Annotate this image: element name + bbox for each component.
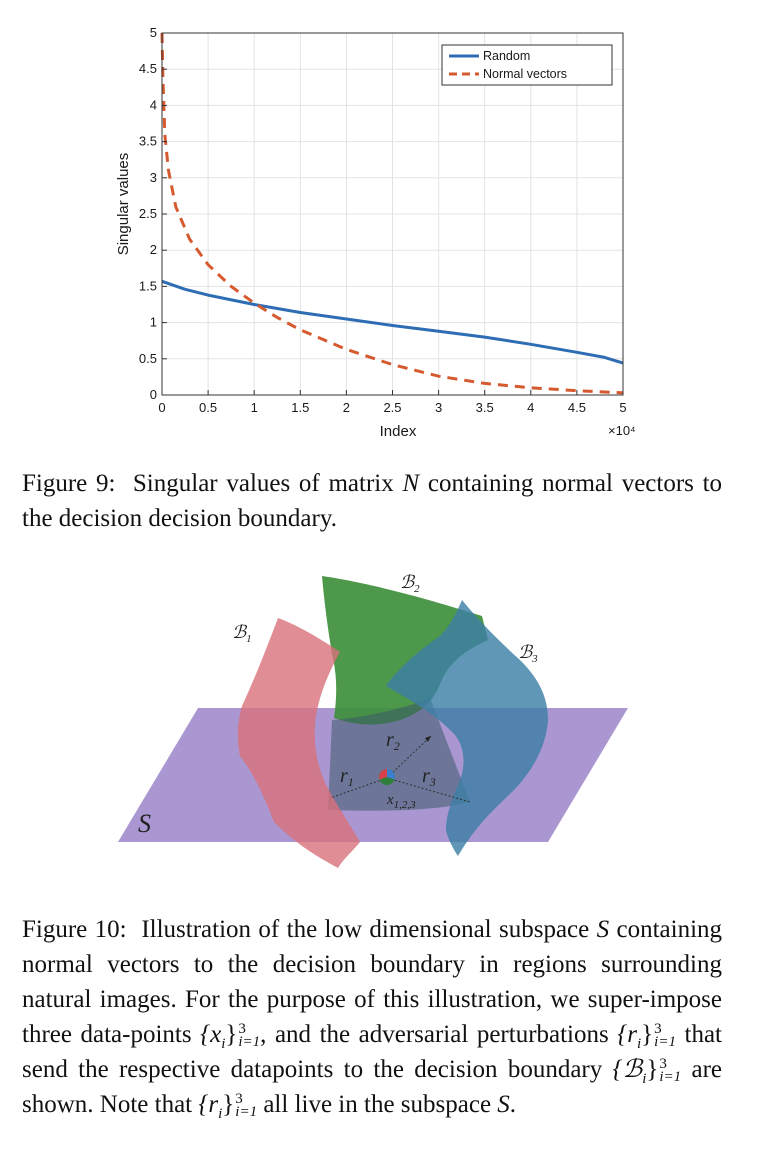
subspace-symbol-2: S	[497, 1091, 510, 1118]
x-axis-multiplier: ×10⁴	[608, 423, 636, 438]
y-tick-label: 4	[150, 97, 157, 112]
legend-label-random: Random	[483, 49, 530, 63]
x-tick-label: 1	[251, 400, 258, 415]
singular-values-chart: 0 0.5 1 1.5 2 2.5 3 3.5 4 4.5 5 0 0.5 1 1.5 2 2.5 3 3.5 4 4.…	[115, 25, 636, 440]
x-tick-label: 1.5	[291, 400, 309, 415]
y-tick-label: 0.5	[139, 351, 157, 366]
figure-10-text-7: .	[509, 1091, 517, 1118]
series-line-random	[161, 279, 624, 365]
legend: Random Normal vectors	[441, 44, 613, 86]
data-point-segment-red	[379, 769, 387, 780]
figure-9-text-a: Singular values of matrix	[132, 470, 394, 497]
x-axis-label: Index	[380, 423, 417, 440]
x-tick-label: 2.5	[383, 400, 401, 415]
boundary-label-1: ℬ1	[232, 622, 252, 645]
y-tick-label: 5	[150, 25, 157, 40]
figure-10-text-5: are shown. Note that	[22, 1056, 722, 1118]
figure-9-text-b: containing normal vectors to the decisio…	[22, 470, 723, 532]
y-axis-label: Singular values	[115, 153, 132, 256]
perturbation-label-r2: r2	[386, 729, 400, 753]
x-tick-label: 3	[435, 400, 442, 415]
x-tick-label: 4	[527, 400, 534, 415]
boundary-label-2: ℬ2	[400, 572, 420, 595]
perturbation-r3-arrow	[386, 777, 471, 803]
figure-10-text-6: all live in the subspace	[263, 1091, 492, 1118]
y-tick-label: 3	[150, 170, 157, 185]
set-b-i: {ℬi} 3 i=1	[612, 1056, 682, 1087]
ticks: 0 0.5 1 1.5 2 2.5 3 3.5 4 4.5 5 0 0.5 1 1.5 2 2.5 3 3.5 4 4.…	[139, 25, 627, 415]
subspace-label: S	[138, 809, 151, 838]
decision-boundary-surface-2	[322, 576, 488, 725]
data-point-label: x1,2,3	[386, 792, 416, 811]
y-tick-label: 4.5	[139, 61, 157, 76]
x-tick-label: 5	[619, 400, 626, 415]
figure-10-text-4: that send the respective datapoints to t…	[22, 1021, 722, 1083]
series-line-normal-vectors	[160, 32, 624, 395]
subspace-illustration: S ℬ1 ℬ2 ℬ3 r1 r2 r3 x1,2,3	[118, 572, 628, 868]
figure-10-label: Figure 10:	[22, 916, 127, 943]
figure-10-text-2: containing normal vectors to the decisio…	[22, 916, 723, 1048]
x-tick-label: 0.5	[199, 400, 217, 415]
decision-boundary-surface-1	[237, 618, 360, 868]
x-tick-label: 2	[343, 400, 350, 415]
legend-box	[441, 44, 613, 86]
set-r-i-2: {ri} 3 i=1	[198, 1091, 258, 1122]
figure-10-caption: Figure 10: Illustration of the low dimen…	[22, 912, 722, 1122]
y-tick-label: 0	[150, 387, 157, 402]
set-r-i: {ri} 3 i=1	[617, 1021, 676, 1052]
subspace-symbol: S	[596, 916, 610, 943]
y-tick-label: 1	[150, 315, 157, 330]
x-tick-label: 4.5	[568, 400, 586, 415]
perturbation-label-r3: r3	[422, 765, 436, 789]
x-tick-label: 3.5	[476, 400, 494, 415]
y-tick-label: 1.5	[139, 278, 157, 293]
series-layer	[160, 32, 624, 395]
perturbation-r2-arrowhead	[425, 736, 431, 742]
y-tick-label: 2.5	[139, 206, 157, 221]
matrix-symbol: N	[402, 470, 420, 497]
figure-10-text-3: , and the adversarial perturbations	[260, 1021, 609, 1048]
figure-9-label: Figure 9:	[22, 470, 116, 497]
y-tick-label: 2	[150, 242, 157, 257]
set-x-i: {xi} 3 i=1	[200, 1021, 261, 1052]
data-point-segment-blue	[387, 769, 395, 780]
decision-boundary-surface-3	[386, 600, 548, 856]
figure-10-text-1: Illustration of the low dimensional subs…	[141, 916, 590, 943]
legend-label-normal-vectors: Normal vectors	[483, 67, 567, 81]
perturbation-label-r1: r1	[340, 765, 354, 789]
boundary-label-3: ℬ3	[518, 642, 538, 665]
figure-9-caption: Figure 9: Singular values of matrix N co…	[22, 466, 722, 536]
shadow-region	[328, 698, 470, 811]
x-tick-label: 0	[158, 400, 165, 415]
y-tick-label: 3.5	[139, 134, 157, 149]
